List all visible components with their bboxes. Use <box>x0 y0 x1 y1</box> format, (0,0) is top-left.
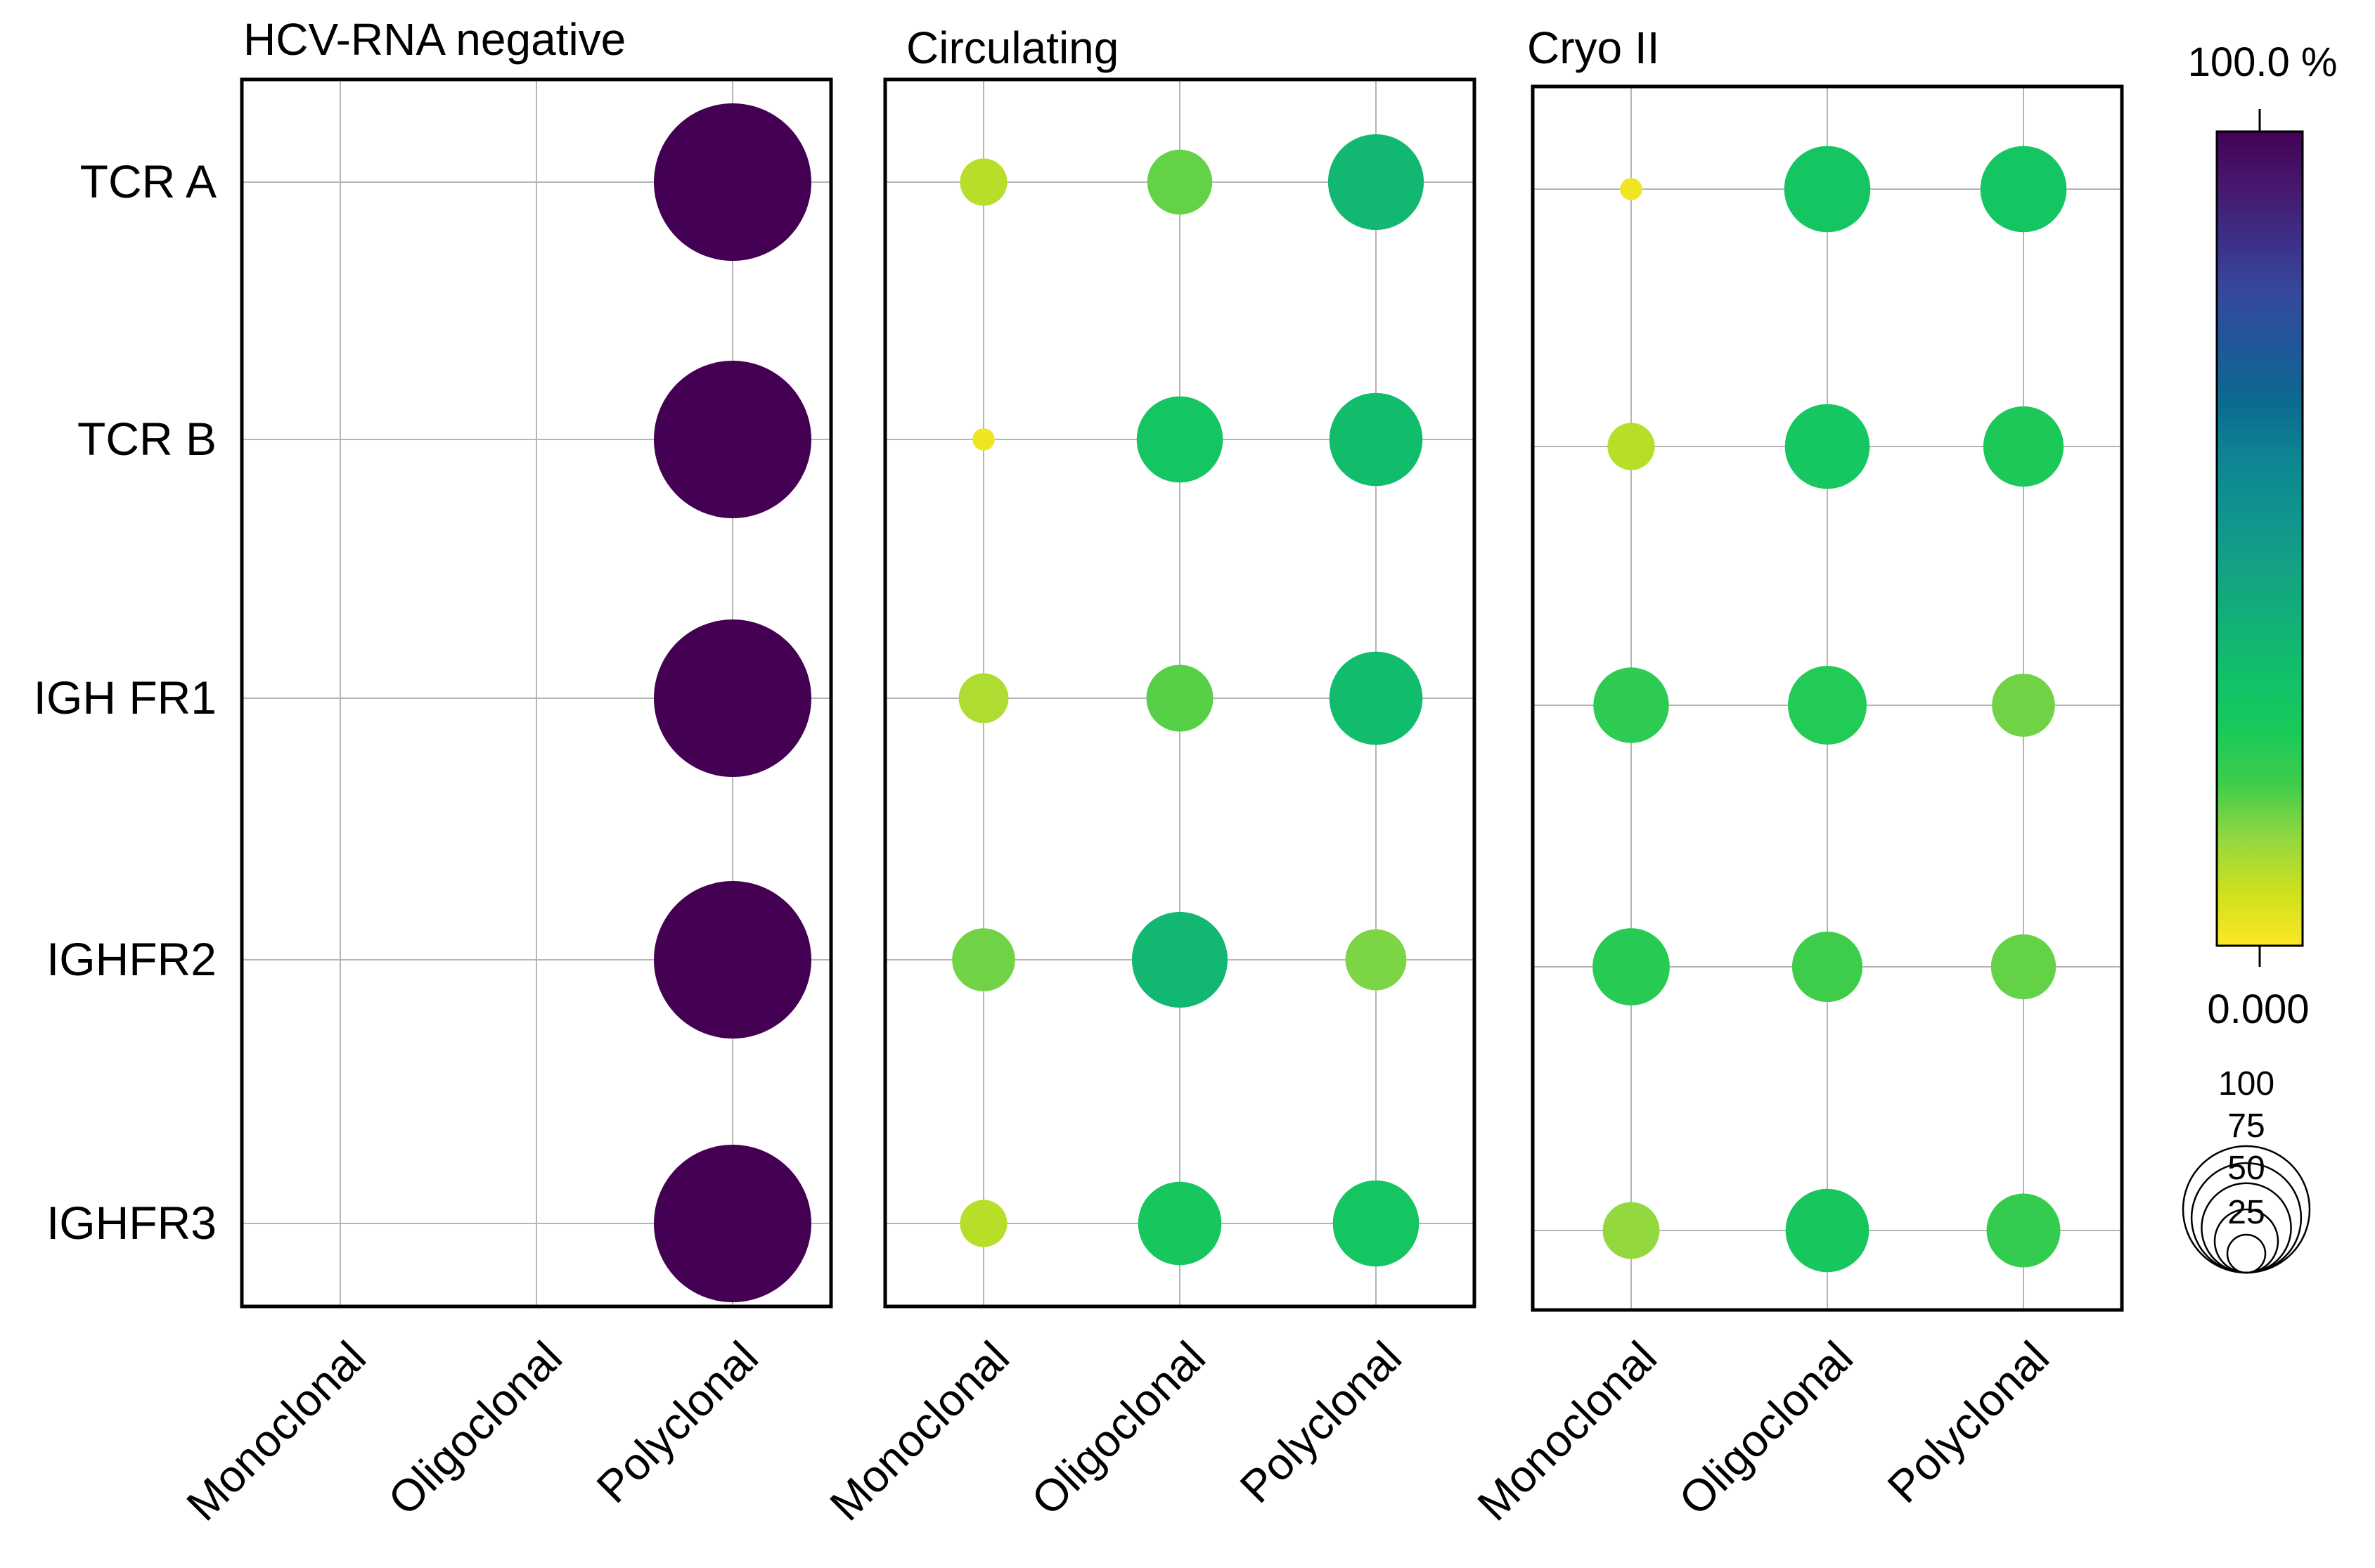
bubble-ighfr3-oligoclonal <box>1785 1188 1869 1273</box>
colorbar-max-label: 100.0 % <box>2188 39 2338 85</box>
size-legend-label: 75 <box>2227 1107 2265 1145</box>
size-legend: 100 75 50 25 <box>2182 1065 2311 1274</box>
row-label: TCR A <box>80 155 217 207</box>
row-labels: TCR A TCR B IGH FR1 IGHFR2 IGHFR3 <box>34 155 217 1249</box>
column-label-oligoclonal: Oligoclonal <box>1022 1332 1215 1525</box>
size-legend-label: 100 <box>2218 1065 2274 1103</box>
bubble-ighfr2-polyclonal <box>1345 929 1407 991</box>
colorbar-gradient <box>2215 130 2304 947</box>
bubble-ighfr3-oligoclonal <box>1138 1181 1222 1266</box>
bubble-tcr-b-polyclonal <box>1983 406 2064 487</box>
panel-frame <box>1531 84 2124 1312</box>
bubble-tcr-b-monoclonal <box>972 428 995 451</box>
bubble-igh-fr1-polyclonal <box>654 619 811 777</box>
panel-title: Circulating <box>906 23 1119 73</box>
bubble-tcr-a-oligoclonal <box>1784 146 1871 233</box>
size-legend-label: 25 <box>2227 1194 2265 1231</box>
panel-title: Cryo II <box>1527 23 1659 73</box>
bubble-tcr-b-oligoclonal <box>1784 404 1870 489</box>
bubble-igh-fr1-monoclonal <box>958 673 1009 724</box>
bubble-ighfr3-monoclonal <box>960 1200 1008 1247</box>
panel-frame <box>240 77 833 1309</box>
panel-frame <box>883 77 1476 1309</box>
bubble-igh-fr1-oligoclonal <box>1788 666 1867 745</box>
row-label: IGHFR2 <box>46 933 217 985</box>
column-label-monoclonal: Monoclonal <box>177 1332 375 1530</box>
bubble-ighfr2-oligoclonal <box>1131 911 1228 1008</box>
column-label-oligoclonal: Oligoclonal <box>378 1332 572 1525</box>
row-label: IGH FR1 <box>34 671 217 724</box>
bubble-igh-fr1-polyclonal <box>1992 674 2055 737</box>
bubble-ighfr3-monoclonal <box>1602 1202 1660 1259</box>
bubble-ighfr3-polyclonal <box>654 1145 811 1302</box>
bubble-tcr-a-polyclonal <box>654 103 811 261</box>
panel-title: HCV-RNA negative <box>243 14 626 65</box>
bubble-tcr-b-polyclonal <box>654 361 811 518</box>
bubble-tcr-a-monoclonal <box>1620 178 1642 200</box>
bubble-tcr-b-monoclonal <box>1607 423 1655 470</box>
bubble-ighfr2-monoclonal <box>952 928 1015 991</box>
legend: 100.0 % 0.000 100 75 50 25 <box>2182 39 2338 1274</box>
bubble-ighfr3-polyclonal <box>1332 1180 1420 1267</box>
panel-1: HCV-RNA negative Monoclonal Oligoclonal Pol… <box>177 14 833 1530</box>
column-label-monoclonal: Monoclonal <box>820 1332 1019 1530</box>
column-label-polyclonal: Polyclonal <box>1878 1332 2059 1512</box>
bubble-ighfr2-monoclonal <box>1592 928 1670 1005</box>
column-label-oligoclonal: Oligoclonal <box>1669 1332 1862 1525</box>
colorbar-min-label: 0.000 <box>2207 987 2309 1032</box>
bubble-ighfr2-polyclonal <box>1990 934 2057 1000</box>
colorbar: 100.0 % 0.000 <box>2188 39 2338 1032</box>
bubble-igh-fr1-monoclonal <box>1593 667 1669 743</box>
bubble-tcr-a-polyclonal <box>1327 134 1424 231</box>
row-label: IGHFR3 <box>46 1197 217 1249</box>
column-label-polyclonal: Polyclonal <box>1230 1332 1411 1512</box>
bubble-igh-fr1-oligoclonal <box>1146 664 1214 732</box>
bubble-tcr-a-monoclonal <box>960 158 1008 206</box>
bubble-igh-fr1-polyclonal <box>1329 651 1423 745</box>
bubble-tcr-a-polyclonal <box>1980 146 2067 233</box>
size-legend-label: 50 <box>2227 1150 2265 1187</box>
bubble-tcr-b-polyclonal <box>1329 392 1423 487</box>
size-legend-circle <box>2226 1233 2267 1274</box>
bubble-ighfr2-oligoclonal <box>1791 931 1863 1003</box>
column-label-polyclonal: Polyclonal <box>587 1332 768 1512</box>
panel-3: Cryo II Monoclonal Oligoclonal Polyclonal <box>1468 23 2124 1530</box>
column-label-monoclonal: Monoclonal <box>1468 1332 1666 1530</box>
row-label: TCR B <box>77 413 217 465</box>
bubble-ighfr3-polyclonal <box>1986 1193 2061 1268</box>
panel-2: Circulating Monoclonal Oligoclonal Polyclon… <box>820 23 1476 1530</box>
bubble-tcr-b-oligoclonal <box>1136 396 1223 483</box>
bubble-ighfr2-polyclonal <box>654 881 811 1039</box>
bubble-tcr-a-oligoclonal <box>1147 149 1213 215</box>
